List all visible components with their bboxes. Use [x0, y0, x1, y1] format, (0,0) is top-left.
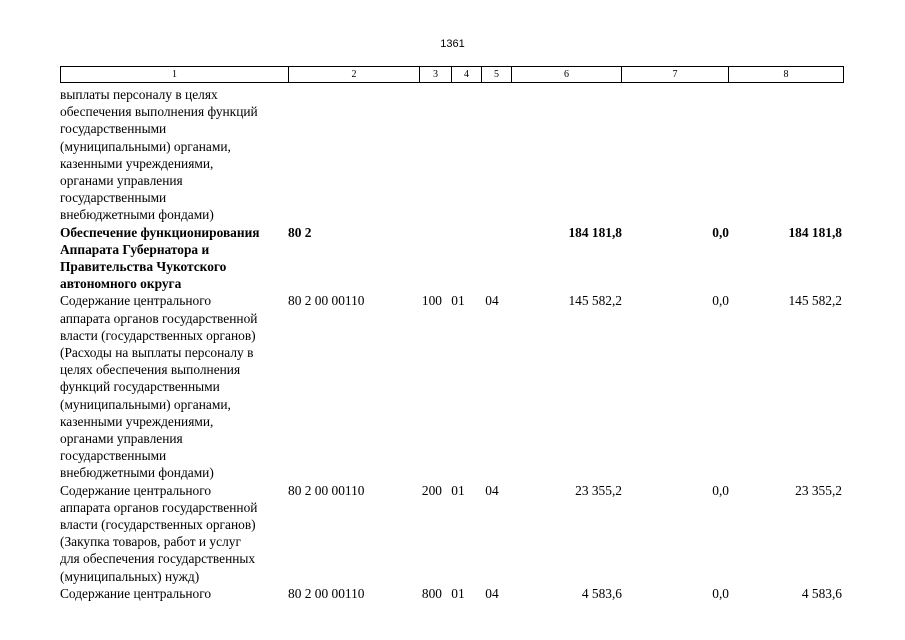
row-name: Содержание центрального аппарата органов… [60, 293, 258, 481]
column-header-2: 2 [288, 66, 420, 83]
row-code: 80 2 [288, 224, 312, 240]
row-name: Содержание центрального [60, 585, 212, 601]
row-change: 0,0 [712, 482, 729, 498]
row-amount: 184 181,8 [568, 224, 622, 240]
row-name: Обеспечение функционирования Аппарата Гу… [60, 224, 260, 292]
page-number: 1361 [440, 38, 465, 50]
column-header-1: 1 [60, 66, 289, 83]
column-header-3: 3 [419, 66, 452, 83]
table-row: Содержание центрального 80 2 00 00110 80… [60, 585, 843, 602]
row-section: 01 [451, 293, 465, 309]
table-row: Содержание центрального аппарата органов… [60, 292, 843, 481]
row-name: Содержание центрального аппарата органов… [60, 482, 258, 584]
row-name: выплаты персоналу в целях обеспечения вы… [60, 87, 258, 223]
row-section: 01 [451, 482, 465, 498]
row-change: 0,0 [712, 585, 729, 601]
row-type: 100 [421, 293, 442, 309]
table-body: выплаты персоналу в целях обеспечения вы… [60, 86, 843, 602]
column-header-4: 4 [451, 66, 482, 83]
table-row: выплаты персоналу в целях обеспечения вы… [60, 86, 843, 224]
column-header-8: 8 [728, 66, 844, 83]
row-type: 800 [421, 585, 442, 601]
row-section: 01 [451, 585, 465, 601]
column-header-6: 6 [511, 66, 622, 83]
row-change: 0,0 [712, 293, 729, 309]
column-header-5: 5 [481, 66, 512, 83]
row-total: 23 355,2 [795, 482, 842, 498]
row-amount: 145 582,2 [568, 293, 622, 309]
table-header: 1 2 3 4 5 6 7 8 [60, 66, 844, 83]
table-row: Содержание центрального аппарата органов… [60, 482, 843, 585]
row-subsection: 04 [485, 293, 499, 309]
row-total: 145 582,2 [788, 293, 842, 309]
row-amount: 23 355,2 [575, 482, 622, 498]
row-type: 200 [421, 482, 442, 498]
row-subsection: 04 [485, 482, 499, 498]
table-row: Обеспечение функционирования Аппарата Гу… [60, 224, 843, 293]
row-total: 184 181,8 [788, 224, 842, 240]
row-subsection: 04 [485, 585, 499, 601]
row-code: 80 2 00 00110 [288, 293, 365, 309]
column-header-7: 7 [621, 66, 729, 83]
row-change: 0,0 [712, 224, 729, 240]
row-code: 80 2 00 00110 [288, 585, 365, 601]
row-total: 4 583,6 [801, 585, 842, 601]
row-amount: 4 583,6 [581, 585, 622, 601]
row-code: 80 2 00 00110 [288, 482, 365, 498]
